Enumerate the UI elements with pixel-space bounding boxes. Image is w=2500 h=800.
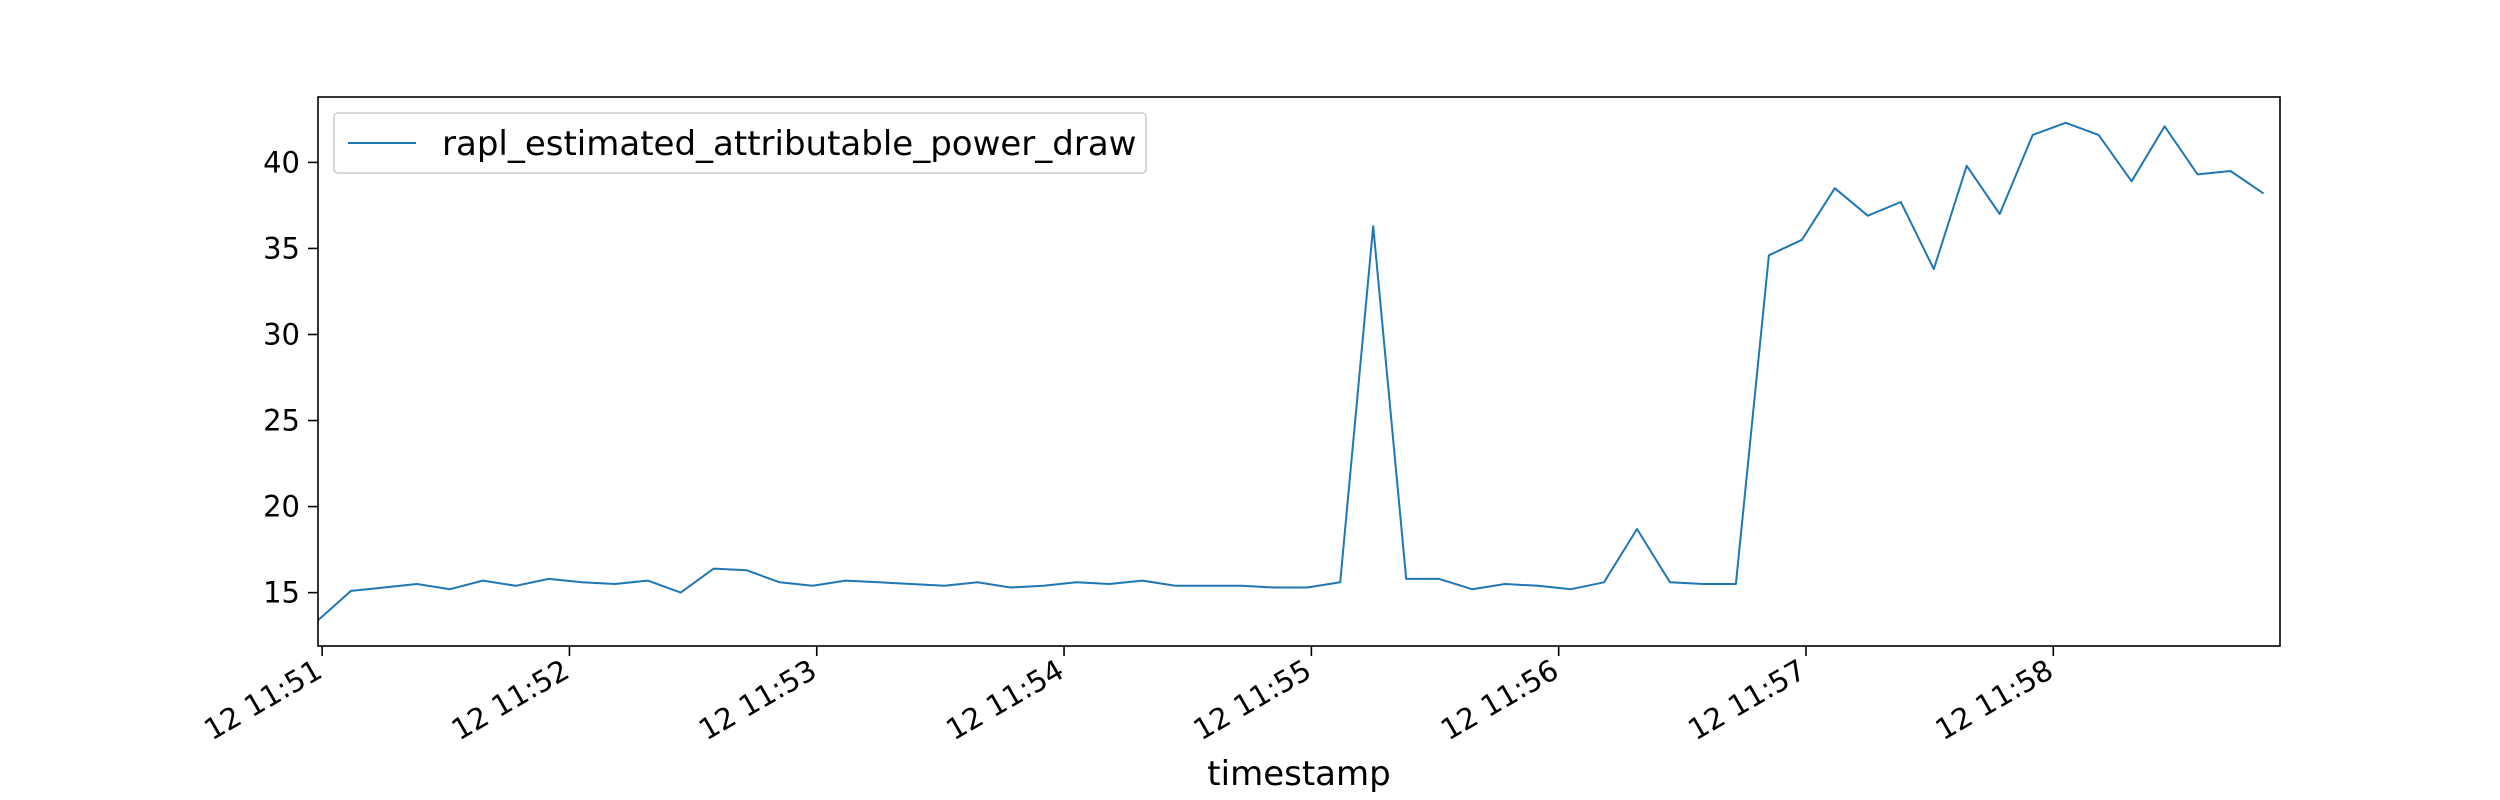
x-tick-label: 12 11:54	[940, 653, 1069, 747]
legend-label: rapl_estimated_attributable_power_draw	[442, 124, 1137, 164]
plot-frame	[317, 96, 2281, 647]
y-tick-label: 40	[263, 145, 300, 179]
x-tick-label: 12 11:53	[693, 653, 822, 747]
x-tick-label: 12 11:58	[1929, 653, 2058, 747]
x-tick-label: 12 11:52	[446, 653, 575, 747]
series-line-0	[317, 121, 2265, 621]
x-axis-title: timestamp	[1207, 754, 1390, 794]
series-layer	[317, 121, 2265, 621]
y-tick-label: 35	[263, 231, 300, 265]
y-tick-label: 15	[263, 576, 300, 610]
x-tick-label: 12 11:57	[1682, 653, 1811, 747]
x-axis: 12 11:51 12 11:52 12 11:53 12 11:54 12 11:55…	[198, 646, 2059, 747]
x-tick-label: 12 11:55	[1188, 653, 1317, 747]
plot-area	[317, 96, 2281, 647]
y-tick-label: 20	[263, 490, 300, 524]
x-tick-label: 12 11:56	[1435, 653, 1564, 747]
x-tick-label: 12 11:51	[198, 653, 327, 747]
legend: rapl_estimated_attributable_power_draw	[333, 112, 1147, 174]
legend-box	[333, 112, 1147, 174]
y-tick-label: 30	[263, 317, 300, 351]
y-tick-label: 25	[263, 404, 300, 438]
y-axis: 15 20 25 30 35 40	[263, 145, 318, 610]
